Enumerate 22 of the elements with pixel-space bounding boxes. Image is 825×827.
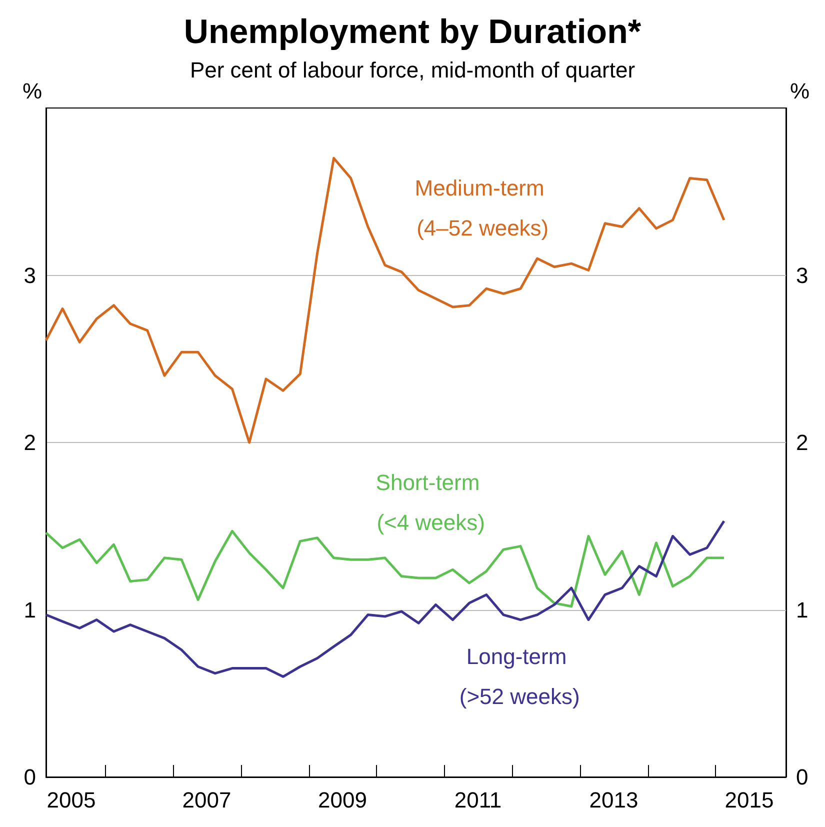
x-tick-label: 2009 xyxy=(318,788,367,812)
x-tick-label: 2013 xyxy=(589,788,638,812)
x-tick-label: 2005 xyxy=(46,788,96,812)
y2-tick-label: 3 xyxy=(796,262,808,288)
chart-subtitle: Per cent of labour force, mid-month of quarter xyxy=(190,58,636,82)
y-tick-label: 0 xyxy=(24,764,36,790)
y2-tick-label: 1 xyxy=(796,597,808,622)
y2-tick-label: 0 xyxy=(796,764,808,790)
y-tick-label: 1 xyxy=(24,597,36,622)
line-series xyxy=(44,156,726,444)
series-label: Long-term (>52 weeks) xyxy=(459,644,580,710)
chart-title: Unemployment by Duration* xyxy=(184,13,642,51)
y2-tick-label: 2 xyxy=(796,430,808,455)
x-tick-label: 2015 xyxy=(724,788,774,812)
series-label: Short-term (<4 weeks) xyxy=(376,470,486,536)
y2-axis-title: % xyxy=(790,78,810,104)
x-tick-label: 2007 xyxy=(182,788,232,812)
x-tick-label: 2011 xyxy=(454,788,502,812)
y-axis-title: % xyxy=(22,78,42,104)
series-label: Medium-term (4–52 weeks) xyxy=(414,176,550,241)
y-tick-label: 3 xyxy=(24,262,36,288)
y-tick-label: 2 xyxy=(24,430,36,455)
